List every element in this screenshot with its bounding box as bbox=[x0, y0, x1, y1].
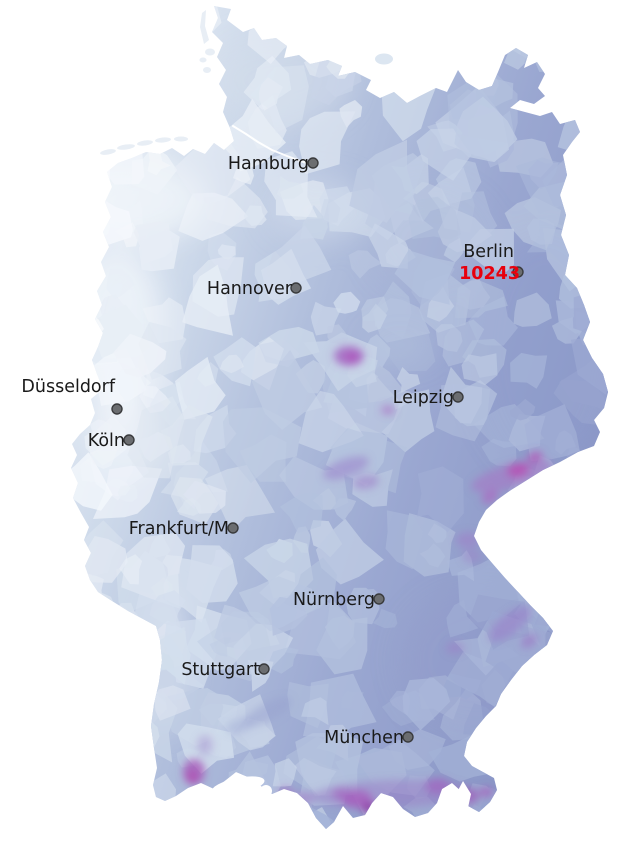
city-label-frankfurt-m: Frankfurt/M bbox=[129, 519, 229, 539]
island-wangerooge bbox=[174, 136, 188, 142]
city-marker-hamburg bbox=[307, 157, 319, 169]
city-label-leipzig: Leipzig bbox=[393, 388, 454, 408]
island-langeoog bbox=[155, 137, 171, 143]
island-juist bbox=[117, 144, 135, 150]
city-marker-m-nchen bbox=[402, 731, 414, 743]
island-foehr bbox=[205, 48, 215, 56]
island-fehmarn bbox=[375, 53, 393, 65]
elbe-river bbox=[232, 125, 312, 165]
island-sylt bbox=[200, 10, 209, 44]
city-marker-n-rnberg bbox=[373, 593, 385, 605]
mountain-overlays bbox=[183, 346, 553, 814]
salzburg-wedge bbox=[446, 781, 471, 845]
city-marker-k-ln bbox=[123, 434, 135, 446]
city-marker-hannover bbox=[290, 282, 302, 294]
city-label-m-nchen: München bbox=[324, 728, 404, 748]
city-label-hamburg: Hamburg bbox=[228, 154, 309, 174]
city-label-n-rnberg: Nürnberg bbox=[293, 590, 375, 610]
city-marker-stuttgart bbox=[258, 663, 270, 675]
city-marker-d-sseldorf bbox=[111, 403, 123, 415]
islands bbox=[100, 10, 393, 155]
island-norderney bbox=[137, 140, 153, 146]
city-label-berlin: Berlin bbox=[463, 242, 514, 262]
city-label-stuttgart: Stuttgart bbox=[181, 660, 260, 680]
city-marker-frankfurt-m bbox=[227, 522, 239, 534]
lake-constance bbox=[211, 776, 265, 796]
lake-constance-east bbox=[260, 785, 272, 797]
city-label-k-ln: Köln bbox=[88, 431, 125, 451]
city-label-hannover: Hannover bbox=[207, 279, 293, 299]
city-label-d-sseldorf: Düsseldorf bbox=[21, 377, 115, 397]
city-marker-berlin bbox=[512, 266, 524, 278]
island-borkum bbox=[100, 149, 116, 155]
island-amrum bbox=[199, 57, 207, 63]
city-marker-leipzig bbox=[452, 391, 464, 403]
berlin-postal-code-label: 10243 bbox=[459, 264, 520, 284]
water-cutouts bbox=[211, 125, 471, 845]
island-pellworm bbox=[203, 67, 211, 73]
